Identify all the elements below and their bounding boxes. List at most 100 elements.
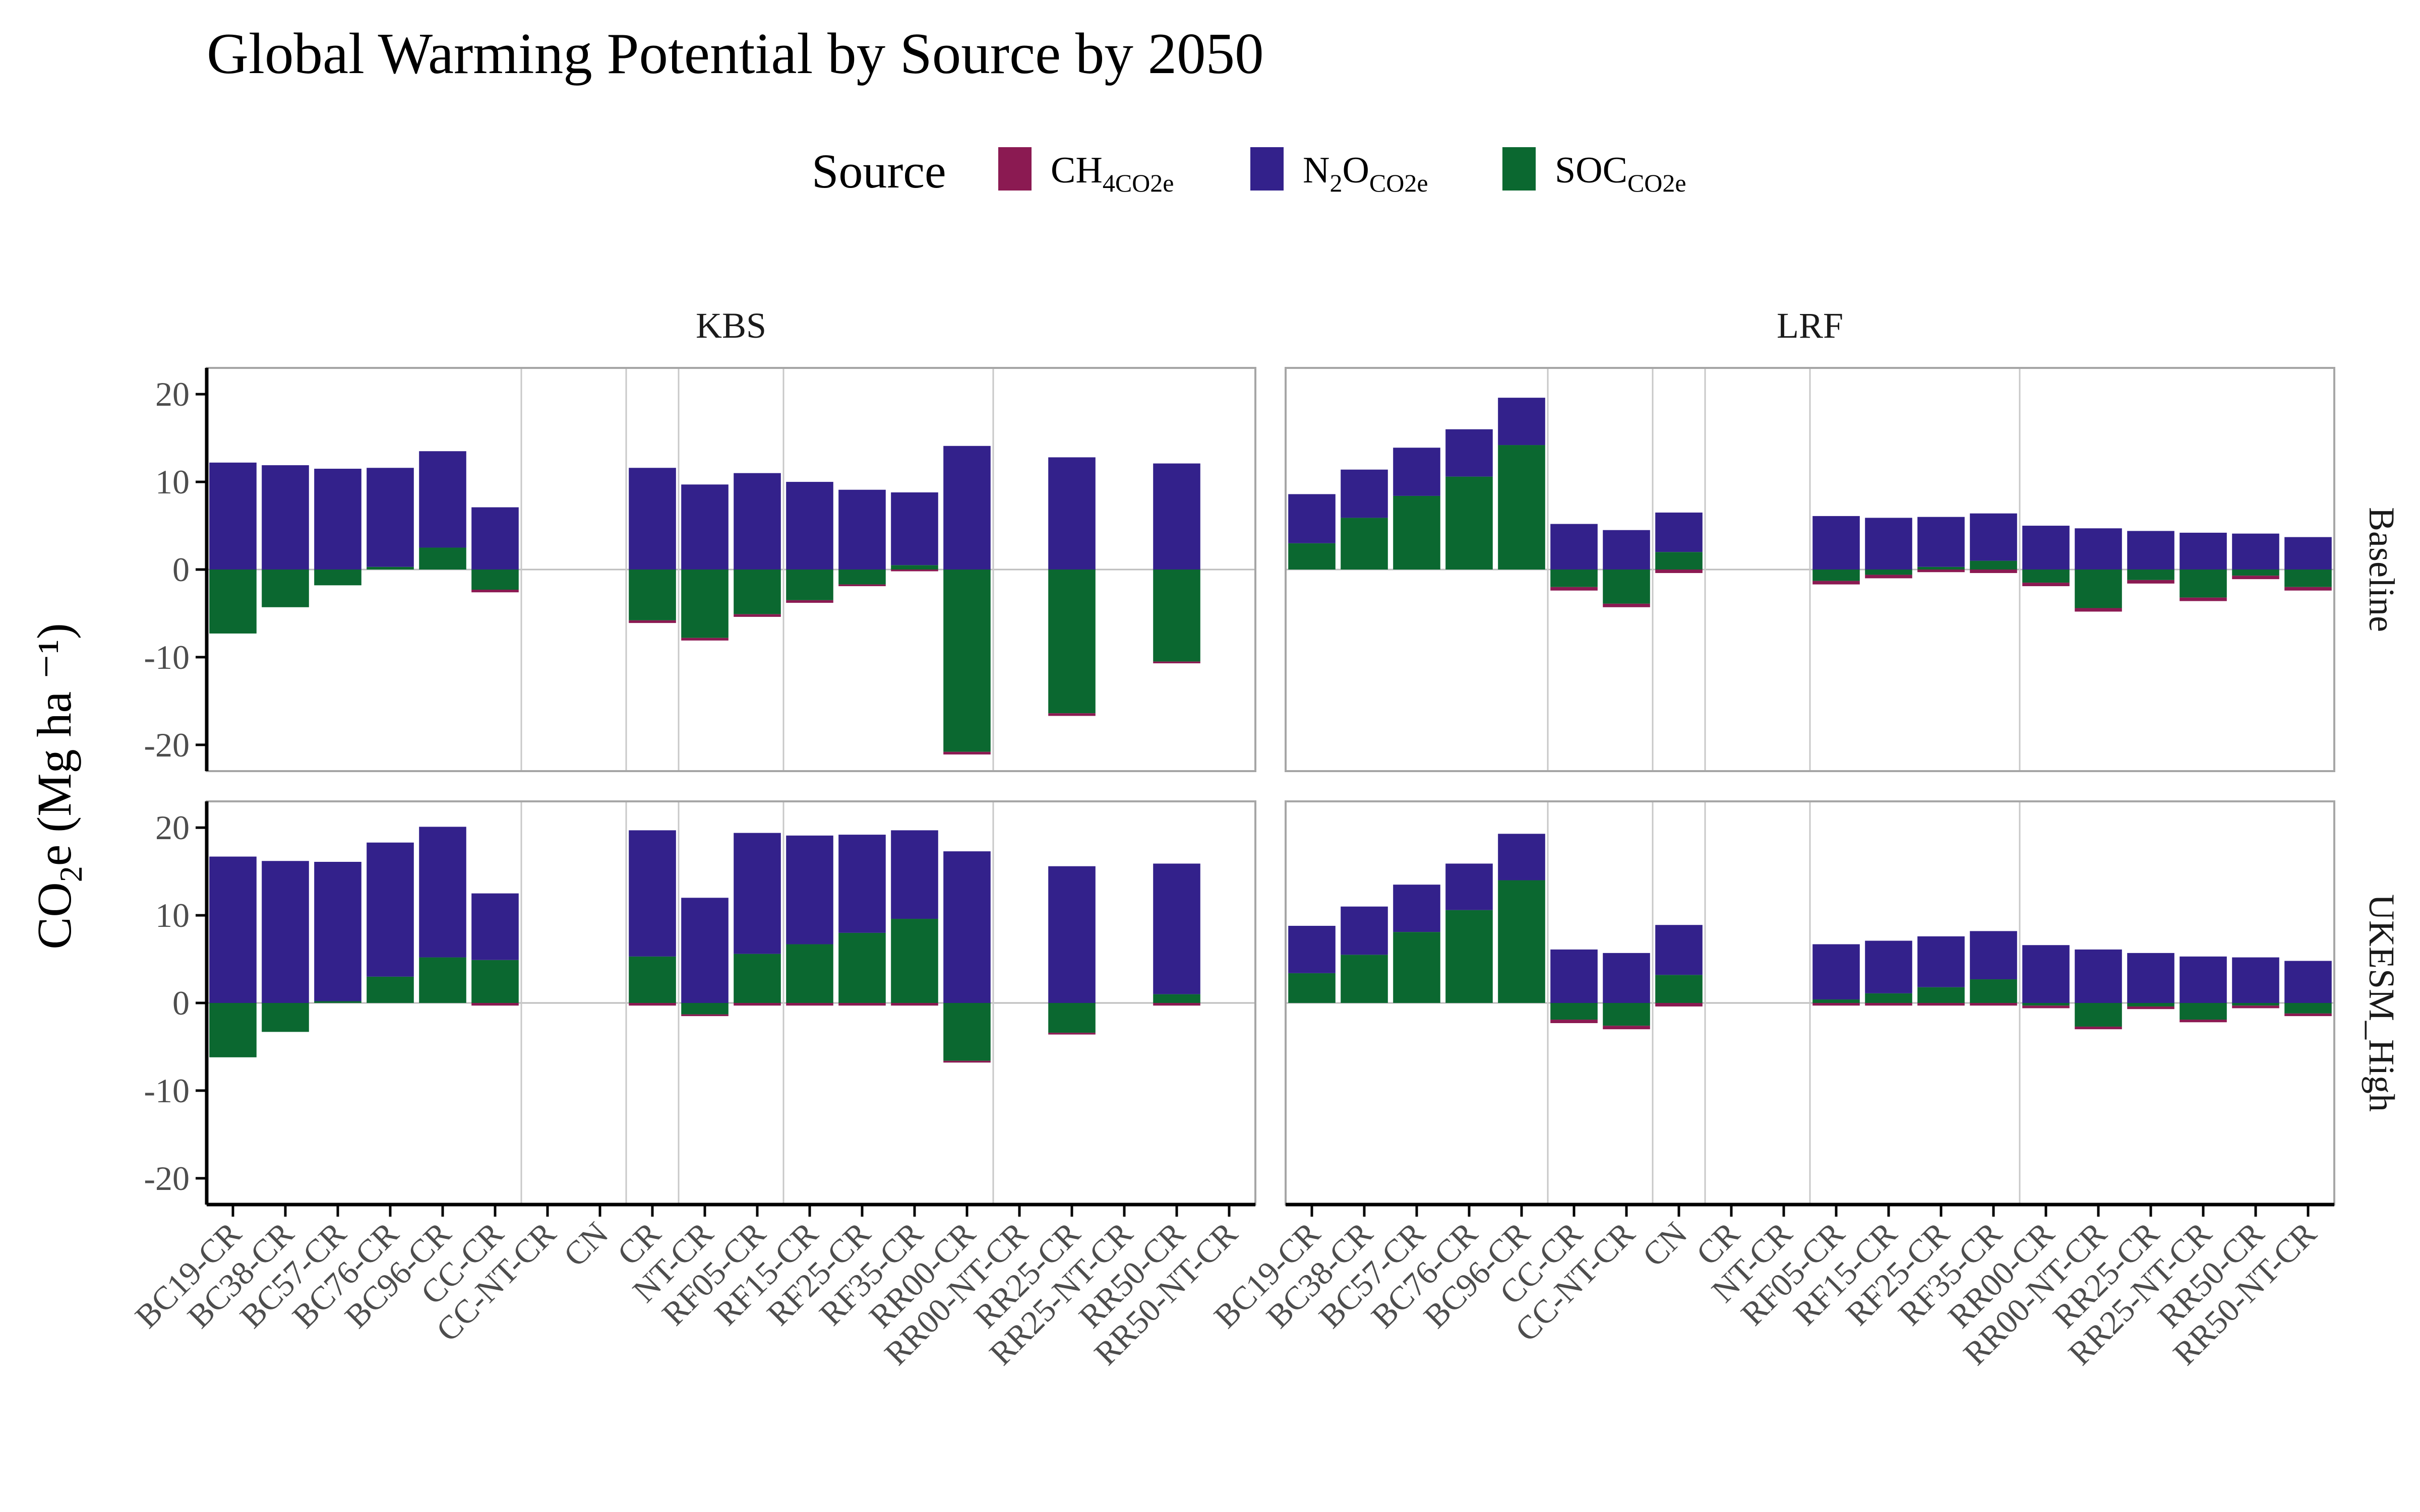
- bar-n2o: [262, 465, 309, 570]
- bar-n2o: [1393, 885, 1440, 932]
- bar-soc: [419, 547, 466, 570]
- legend-key-soc: [1502, 147, 1536, 191]
- bar-soc: [314, 1001, 361, 1003]
- bar-n2o: [786, 482, 833, 570]
- bar-ch4: [471, 1003, 519, 1006]
- bar-soc: [1970, 560, 2017, 570]
- bar-soc: [891, 565, 938, 570]
- bar-n2o: [1970, 931, 2017, 980]
- bar-ch4: [471, 590, 519, 593]
- bar-soc: [1341, 518, 1388, 570]
- bar-soc: [2180, 570, 2227, 598]
- bar-n2o: [1153, 463, 1200, 570]
- bar-soc: [943, 1003, 991, 1061]
- bar-n2o: [1865, 940, 1912, 993]
- bar-soc: [367, 566, 414, 570]
- bar-ch4: [681, 1014, 729, 1017]
- bar-n2o: [891, 830, 938, 919]
- bar-soc: [734, 954, 781, 1003]
- bar-soc: [1048, 570, 1096, 714]
- bar-soc: [262, 1003, 309, 1032]
- legend-label-ch4: CH4CO2e: [1051, 150, 1174, 197]
- bar-n2o: [629, 830, 676, 957]
- chart-title: Global Warming Potential by Source by 20…: [207, 22, 1264, 86]
- facet-label-baseline: Baseline: [2362, 507, 2402, 632]
- bar-n2o: [314, 469, 361, 570]
- bar-n2o: [1153, 863, 1200, 994]
- bar-n2o: [1603, 953, 1650, 1003]
- bar-ch4: [1812, 1003, 1860, 1006]
- legend-key-n2o: [1250, 147, 1284, 191]
- bar-ch4: [2022, 1005, 2070, 1009]
- bar-soc: [786, 944, 833, 1003]
- bar-soc: [2127, 1003, 2174, 1006]
- facet-label-kbs: KBS: [696, 305, 766, 346]
- bar-n2o: [734, 833, 781, 954]
- bar-ch4: [2232, 576, 2279, 580]
- bar-soc: [1048, 1003, 1096, 1033]
- bar-n2o: [1550, 524, 1598, 570]
- bar-n2o: [367, 468, 414, 567]
- bar-n2o: [2022, 945, 2070, 1003]
- bar-soc: [1498, 445, 1545, 570]
- bar-n2o: [2022, 526, 2070, 570]
- y-tick-label: -20: [144, 726, 190, 764]
- bar-n2o: [1498, 398, 1545, 446]
- bar-n2o: [2075, 528, 2122, 570]
- bar-n2o: [1498, 834, 1545, 880]
- bar-n2o: [1048, 866, 1096, 1003]
- bar-ch4: [1917, 1003, 1965, 1006]
- bar-n2o: [1048, 457, 1096, 570]
- bar-n2o: [1445, 429, 1493, 477]
- bar-ch4: [2284, 587, 2332, 591]
- bar-ch4: [786, 1003, 833, 1006]
- bar-soc: [419, 957, 466, 1003]
- bar-soc: [2284, 570, 2332, 587]
- x-tick-label: CN: [1636, 1215, 1694, 1274]
- legend-label-n2o: N2OCO2e: [1303, 150, 1428, 197]
- bar-soc: [2180, 1003, 2227, 1020]
- bar-ch4: [1812, 581, 1860, 585]
- bar-soc: [209, 570, 257, 634]
- bar-ch4: [1550, 587, 1598, 591]
- bar-n2o: [1812, 516, 1860, 570]
- bar-n2o: [2127, 953, 2174, 1003]
- bar-soc: [471, 570, 519, 590]
- y-axis-title: CO2e (Mg ha ⁻¹): [27, 623, 89, 949]
- y-tick-label: -10: [144, 1072, 190, 1110]
- bar-soc: [367, 976, 414, 1003]
- bar-ch4: [1970, 570, 2017, 573]
- bar-n2o: [419, 827, 466, 958]
- bar-soc: [2232, 570, 2279, 576]
- bar-ch4: [1153, 1003, 1200, 1006]
- y-axis-label: CO2e (Mg ha ⁻¹): [27, 623, 89, 949]
- panel-kbs-ukesm_high: -20-1001020BC19-CRBC38-CRBC57-CRBC76-CRB…: [128, 800, 1256, 1372]
- bar-soc: [1655, 975, 1703, 1003]
- bar-n2o: [1865, 518, 1912, 570]
- bar-n2o: [1603, 530, 1650, 570]
- bar-n2o: [943, 446, 991, 570]
- legend: Source CH4CO2e N2OCO2e SOCCO2e: [812, 144, 1686, 198]
- bar-ch4: [2127, 580, 2174, 584]
- bar-ch4: [891, 1003, 938, 1006]
- bar-soc: [734, 570, 781, 614]
- bar-soc: [314, 570, 361, 586]
- bar-n2o: [1445, 863, 1493, 910]
- bar-ch4: [1153, 661, 1200, 664]
- bar-ch4: [943, 751, 991, 754]
- y-tick-label: 20: [155, 375, 190, 413]
- bar-soc: [681, 1003, 729, 1015]
- bar-soc: [2022, 570, 2070, 583]
- bar-soc: [1655, 552, 1703, 570]
- bar-soc: [891, 919, 938, 1003]
- bar-ch4: [2075, 608, 2122, 612]
- bar-soc: [1153, 994, 1200, 1003]
- bar-ch4: [2075, 1026, 2122, 1030]
- bar-n2o: [2284, 537, 2332, 570]
- bar-soc: [1288, 543, 1336, 570]
- bar-soc: [2232, 1003, 2279, 1006]
- bar-ch4: [1655, 570, 1703, 573]
- bar-ch4: [1917, 570, 1965, 573]
- bar-n2o: [629, 468, 676, 570]
- bar-soc: [1393, 495, 1440, 570]
